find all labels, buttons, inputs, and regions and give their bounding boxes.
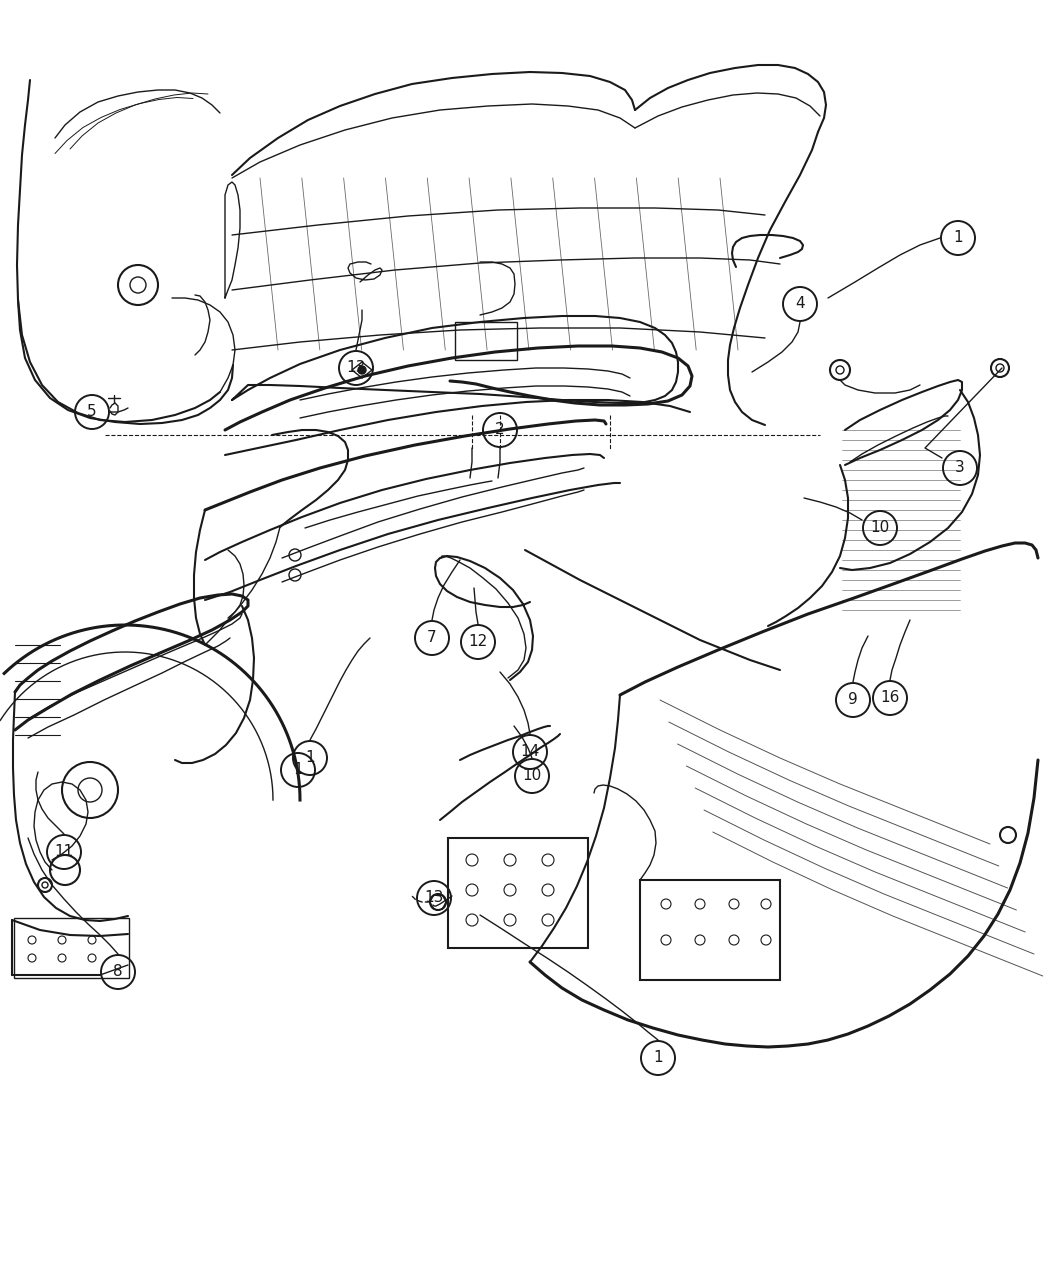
Text: 14: 14 [521,745,540,760]
Text: 3: 3 [956,460,965,476]
Text: 1: 1 [653,1051,663,1066]
Text: 7: 7 [427,631,437,645]
Bar [640,880,780,980]
Circle shape [358,366,366,374]
Text: 2: 2 [496,422,505,437]
Text: 1: 1 [293,762,302,778]
Text: 12: 12 [468,635,487,649]
Text: 1: 1 [306,751,315,765]
Bar [14,918,129,978]
Text: 1: 1 [953,231,963,246]
Text: 13: 13 [346,361,365,376]
Text: 11: 11 [55,844,74,859]
Bar [448,838,588,949]
Text: 13: 13 [424,890,444,905]
Text: 4: 4 [795,297,804,311]
Text: 16: 16 [880,691,900,705]
Text: 8: 8 [113,964,123,979]
Text: 9: 9 [848,692,858,708]
Text: 10: 10 [870,520,889,536]
Bar [455,323,517,360]
Text: 5: 5 [87,404,97,419]
Text: 10: 10 [523,769,542,784]
